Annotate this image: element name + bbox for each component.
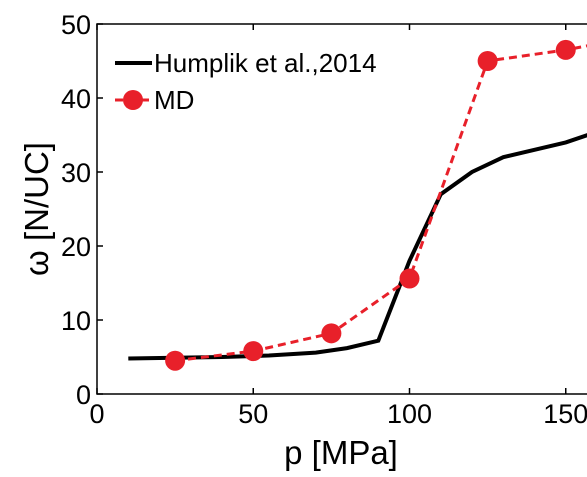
plot-frame	[96, 23, 587, 395]
y-tick-label: 50	[61, 10, 91, 40]
y-tick-label: 30	[61, 158, 91, 188]
series-0	[128, 133, 587, 361]
data-point	[243, 341, 264, 362]
y-tick-label: 10	[61, 306, 91, 336]
series-1	[165, 39, 587, 371]
ticks-layer: 0 50 100 150 0 10 20 30 40 50	[61, 10, 587, 429]
series-layer	[128, 39, 587, 371]
data-point	[165, 350, 186, 371]
data-point	[399, 268, 420, 289]
x-axis-label: p [MPa]	[284, 434, 398, 471]
y-tick-label: 20	[61, 232, 91, 262]
data-point	[477, 51, 498, 71]
x-tick-label: 100	[387, 399, 432, 429]
series-line	[174, 44, 587, 363]
y-axis-label: ω [N/UC]	[18, 142, 55, 276]
y-tick-label: 0	[76, 380, 91, 410]
y-tick-label: 40	[61, 84, 91, 114]
legend: Humplik et al.,2014 MD	[115, 48, 377, 115]
x-tick-label: 50	[238, 399, 268, 429]
data-point	[555, 39, 576, 60]
data-point	[321, 323, 342, 344]
legend-label: Humplik et al.,2014	[154, 48, 377, 78]
x-tick-label: 150	[543, 399, 587, 429]
x-tick-label: 0	[89, 399, 104, 429]
series-line	[128, 133, 587, 361]
legend-label: MD	[154, 85, 194, 115]
legend-marker	[123, 90, 143, 110]
